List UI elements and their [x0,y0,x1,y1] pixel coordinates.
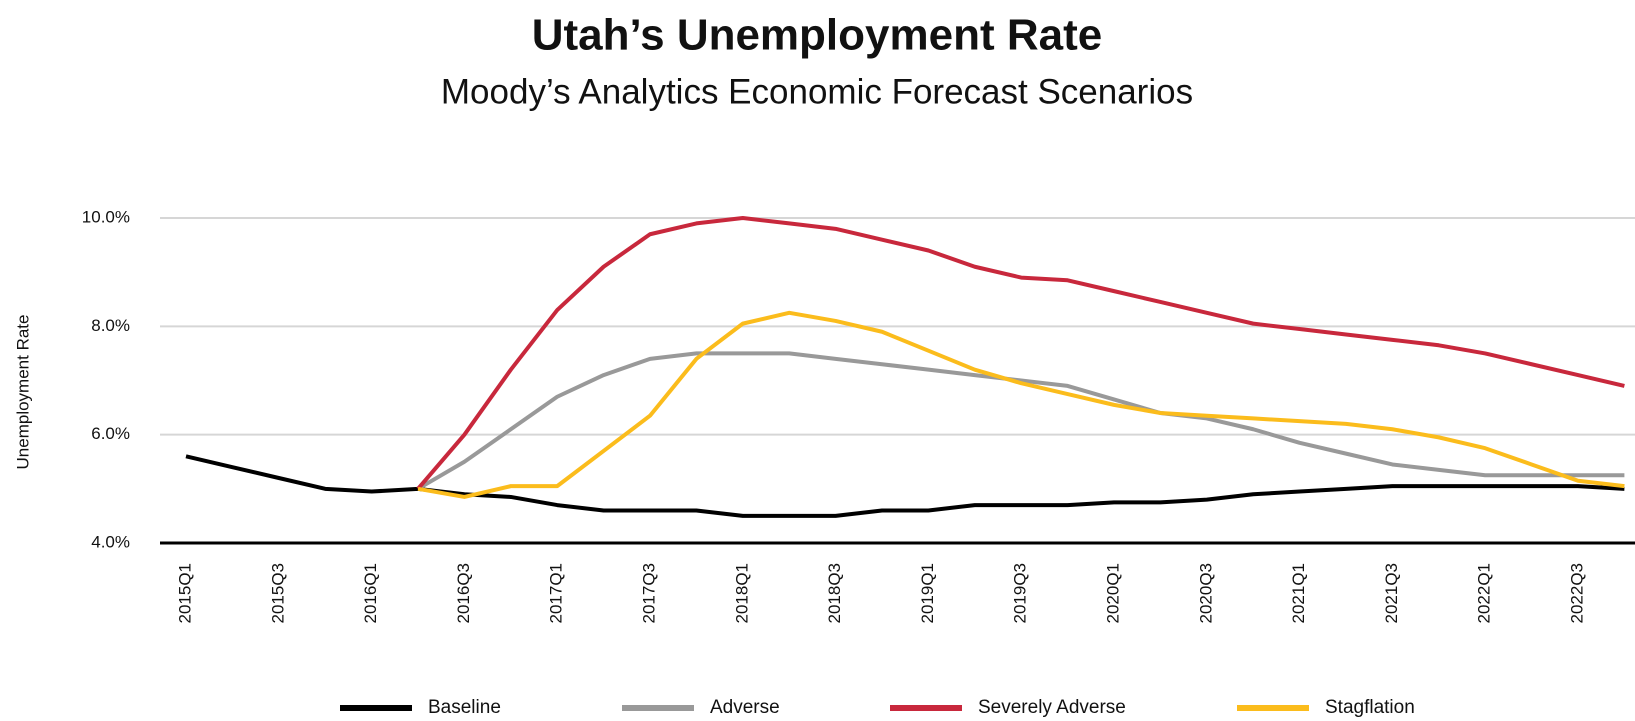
x-tick-label: 2020Q3 [1196,563,1215,624]
x-tick-label: 2016Q3 [454,563,473,624]
x-tick-label: 2018Q1 [732,563,751,624]
series-line [417,310,1625,499]
legend-label: Stagflation [1325,697,1415,718]
series-line [416,351,1625,491]
y-axis-label: Unemployment Rate [13,315,32,470]
x-tick-label: 2015Q1 [175,563,194,624]
legend-label: Baseline [428,697,501,718]
y-tick-label: 10.0% [82,207,130,226]
x-tick-label: 2020Q1 [1103,563,1122,624]
x-tick-label: 2022Q3 [1567,563,1586,624]
legend-label: Severely Adverse [978,697,1126,718]
series-line [416,216,1625,491]
x-tick-label: 2022Q1 [1475,563,1494,624]
x-tick-label: 2021Q1 [1289,563,1308,624]
x-tick-label: 2016Q1 [361,563,380,624]
x-tick-label: 2015Q3 [268,563,287,624]
x-tick-label: 2019Q3 [1011,563,1030,624]
chart-title: Utah’s Unemployment Rate [532,11,1102,60]
x-tick-label: 2021Q3 [1382,563,1401,624]
x-tick-label: 2019Q1 [918,563,937,624]
y-tick-label: 8.0% [91,316,130,335]
x-tick-label: 2017Q3 [639,563,658,624]
chart-subtitle: Moody’s Analytics Economic Forecast Scen… [441,72,1193,111]
x-tick-label: 2017Q1 [547,563,566,624]
legend-label: Adverse [710,697,780,718]
y-tick-label: 4.0% [91,532,130,551]
x-tick-label: 2018Q3 [825,563,844,624]
y-tick-label: 6.0% [91,424,130,443]
